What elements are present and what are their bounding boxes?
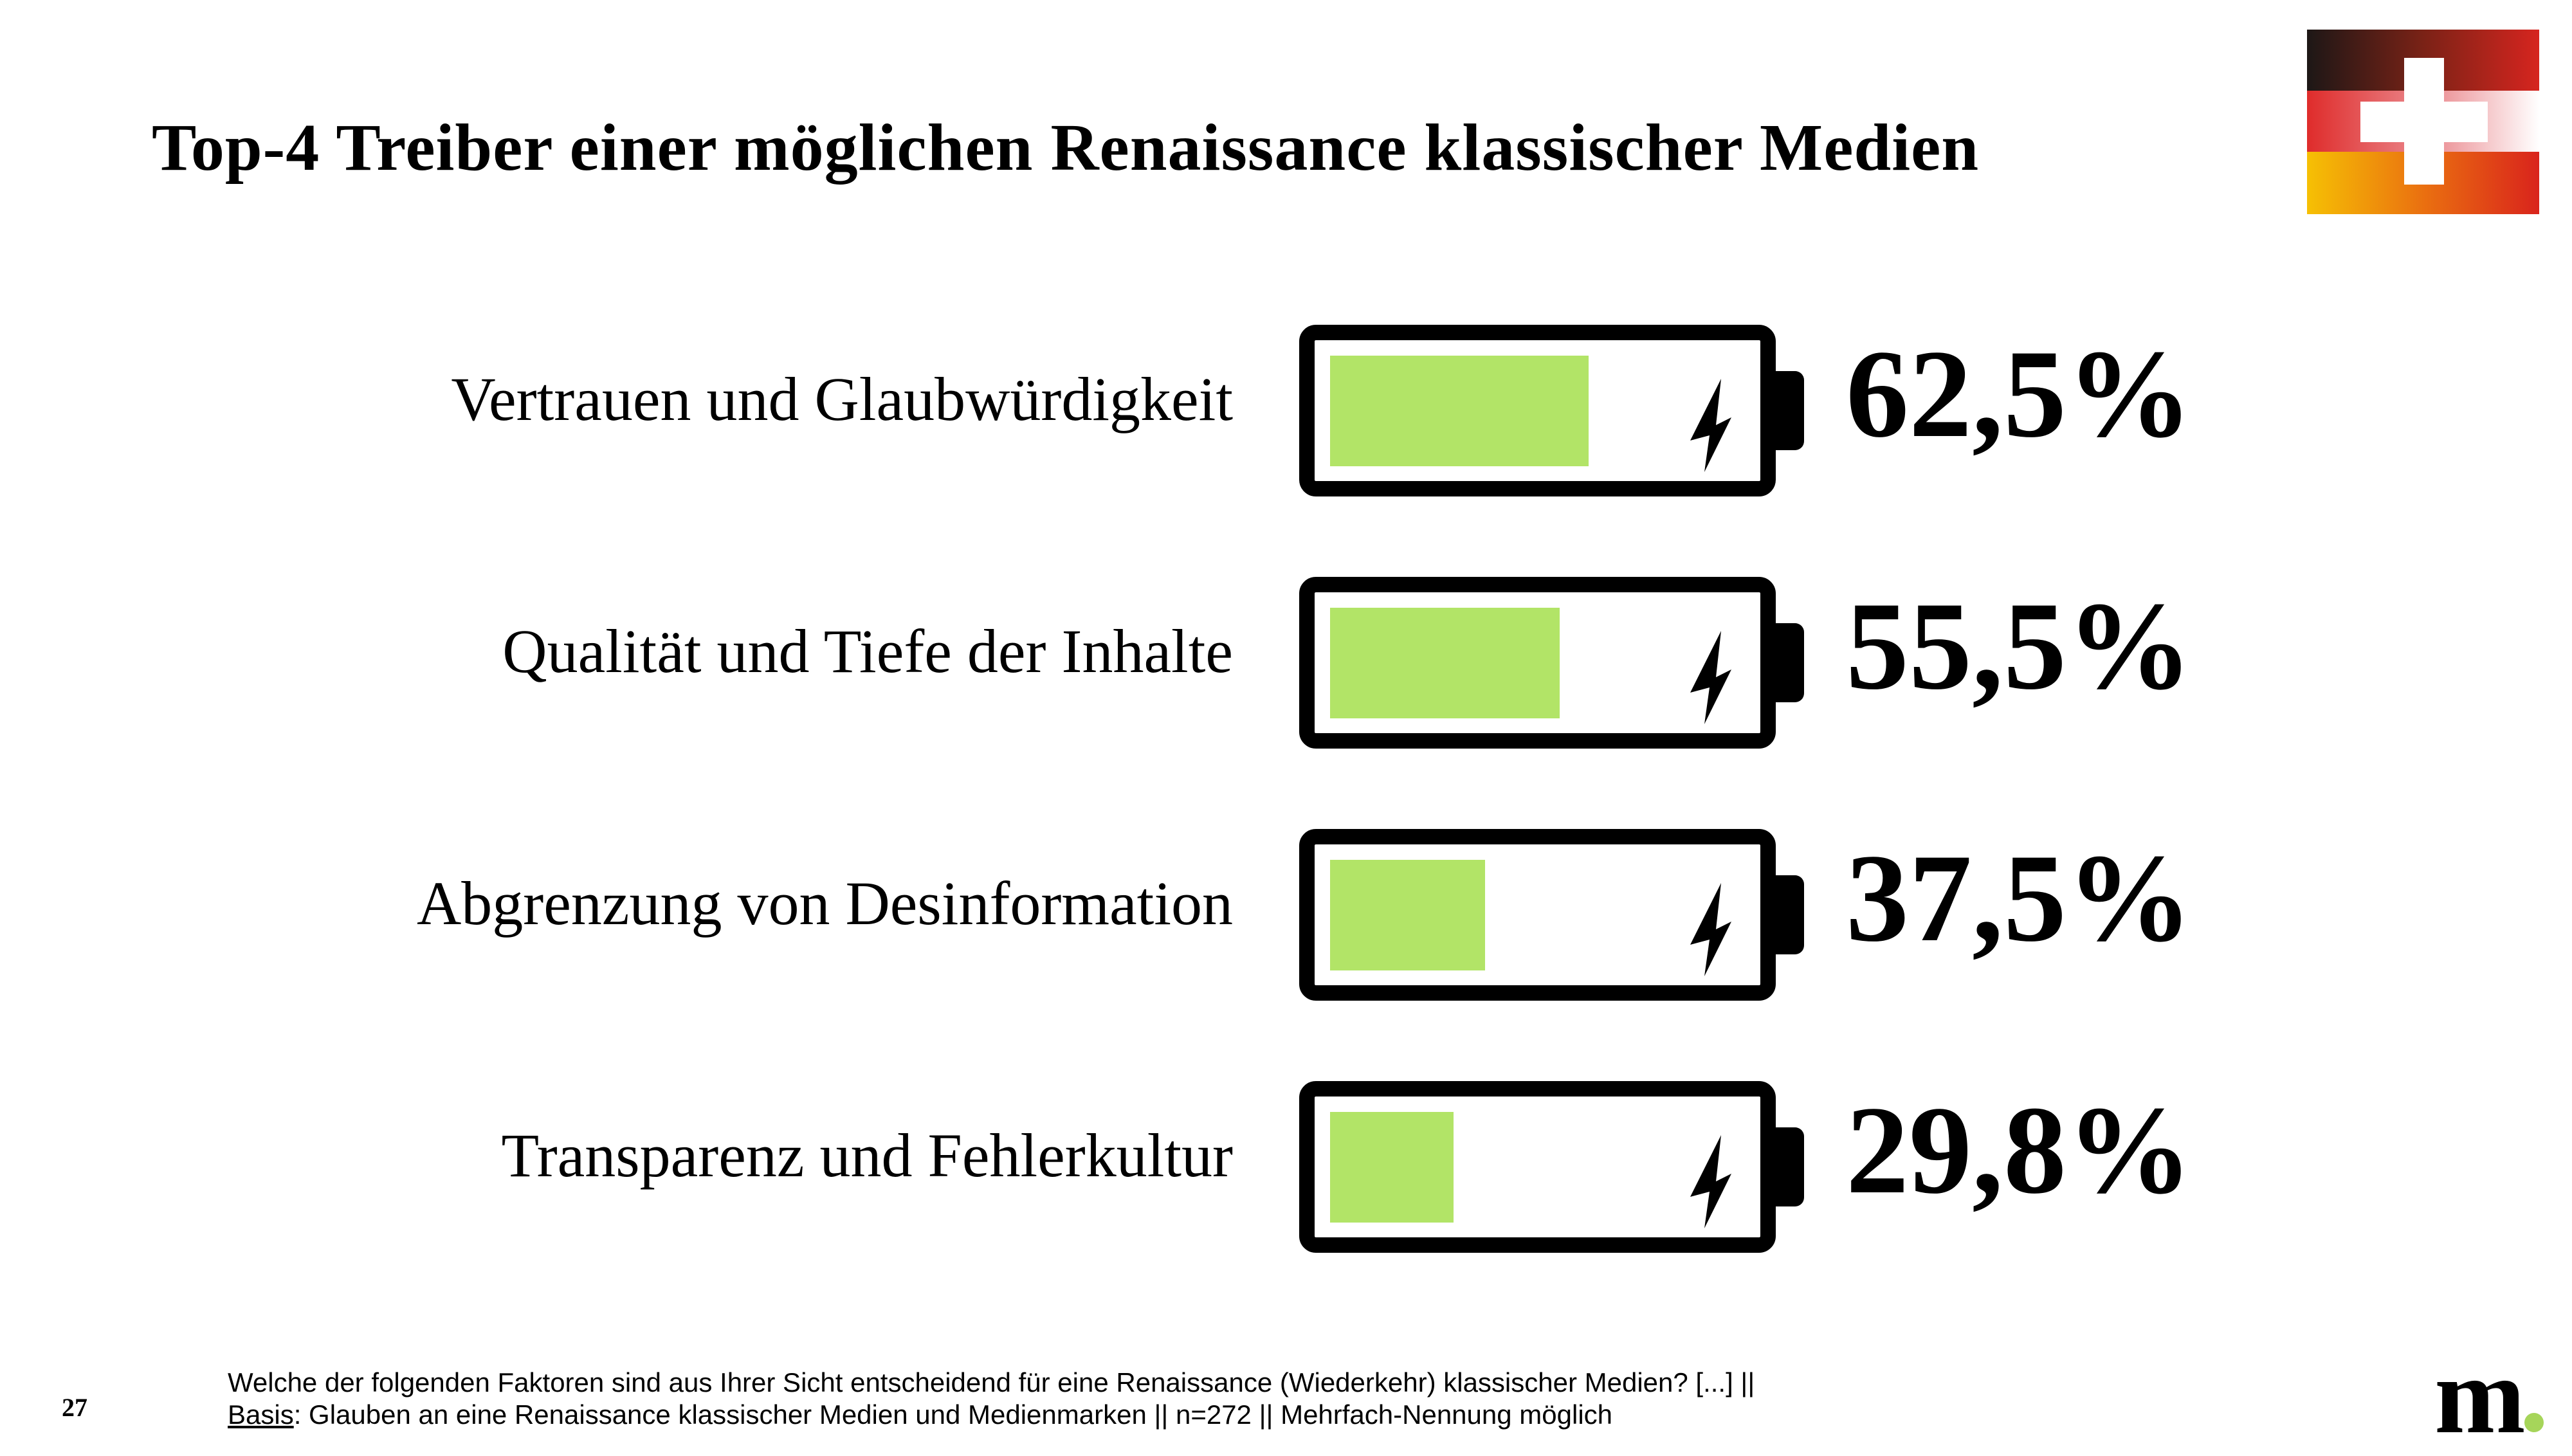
battery-terminal: [1776, 875, 1804, 954]
category-label: Abgrenzung von Desinformation: [416, 869, 1233, 938]
brand-logo: m: [2434, 1341, 2544, 1450]
bar-fill: [1330, 860, 1486, 970]
value-label: 29,8%: [1846, 1080, 2193, 1220]
bar-row: Qualität und Tiefe der Inhalte 55,5%: [0, 577, 2572, 749]
page-number: 27: [62, 1393, 87, 1422]
bar-track: [1330, 860, 1744, 970]
category-label: Transparenz und Fehlerkultur: [501, 1121, 1233, 1190]
bar-fill: [1330, 608, 1560, 718]
category-label: Qualität und Tiefe der Inhalte: [502, 617, 1233, 686]
bar-fill: [1330, 356, 1589, 466]
lightning-bolt-icon: [1690, 379, 1731, 472]
brand-logo-dot: [2524, 1413, 2544, 1432]
lightning-bolt-icon: [1690, 631, 1731, 724]
battery-terminal: [1776, 623, 1804, 702]
battery-bar: [1299, 1081, 1776, 1253]
value-label: 37,5%: [1846, 828, 2193, 968]
bar-row: Vertrauen und Glaubwürdigkeit 62,5%: [0, 325, 2572, 496]
bar-track: [1330, 1112, 1744, 1223]
bar-row: Transparenz und Fehlerkultur 29,8%: [0, 1081, 2572, 1253]
bar-fill: [1330, 1112, 1454, 1223]
lightning-bolt-icon: [1690, 1135, 1731, 1228]
footnote: Welche der folgenden Faktoren sind aus I…: [228, 1367, 1755, 1431]
basis-label: Basis: [228, 1399, 294, 1430]
bar-track: [1330, 356, 1744, 466]
bar-row: Abgrenzung von Desinformation 37,5%: [0, 829, 2572, 1001]
basis-text: : Glauben an eine Renaissance klassische…: [293, 1399, 1613, 1430]
value-label: 55,5%: [1846, 576, 2193, 716]
battery-bar: [1299, 325, 1776, 496]
category-label: Vertrauen und Glaubwürdigkeit: [451, 365, 1233, 433]
battery-bar: [1299, 829, 1776, 1001]
battery-bar: [1299, 577, 1776, 749]
footnote-question: Welche der folgenden Faktoren sind aus I…: [228, 1367, 1755, 1397]
battery-terminal: [1776, 371, 1804, 450]
footnote-basis: Basis: Glauben an eine Renaissance klass…: [228, 1399, 1755, 1431]
value-label: 62,5%: [1846, 324, 2193, 464]
page-title: Top-4 Treiber einer möglichen Renaissanc…: [152, 111, 1980, 185]
bar-track: [1330, 608, 1744, 718]
flag-logo: [2307, 30, 2539, 214]
lightning-bolt-icon: [1690, 883, 1731, 976]
battery-terminal: [1776, 1127, 1804, 1206]
